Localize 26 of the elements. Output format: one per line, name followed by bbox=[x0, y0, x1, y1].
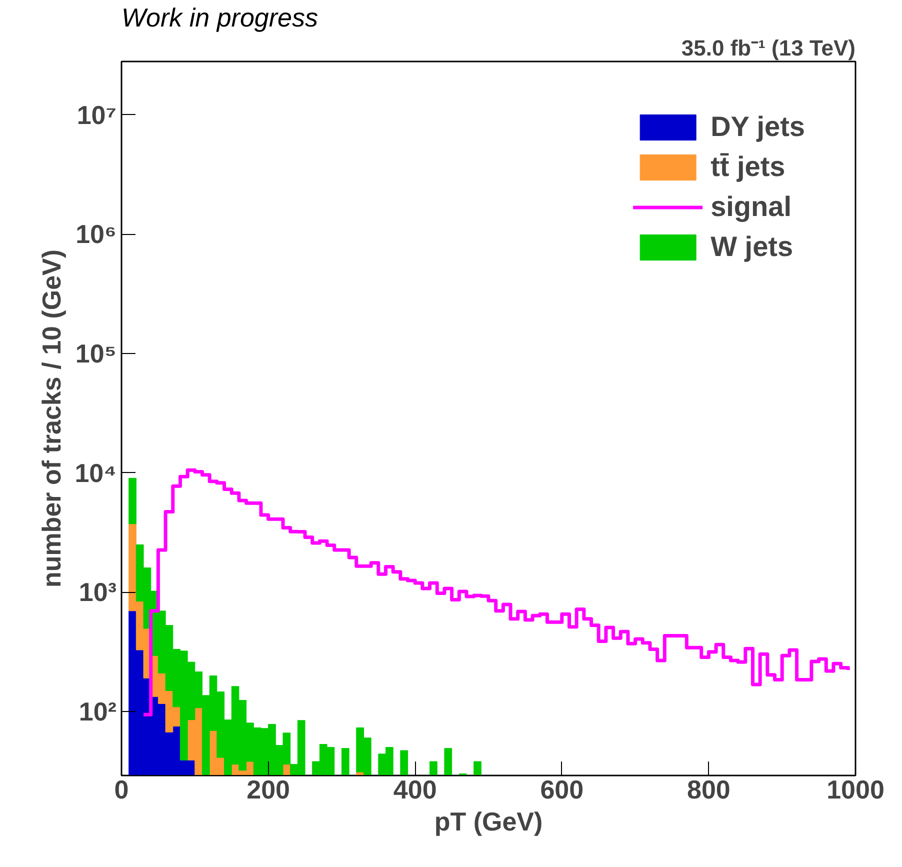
y-tick-label: 10⁴ bbox=[74, 458, 116, 488]
legend-label: signal bbox=[710, 191, 792, 223]
x-tick-label: 400 bbox=[393, 774, 437, 804]
bar bbox=[400, 750, 408, 776]
legend-label: tt̄ jets bbox=[710, 151, 786, 183]
y-tick-label: 10⁷ bbox=[76, 100, 117, 130]
bar bbox=[430, 761, 438, 776]
bar bbox=[444, 748, 452, 776]
legend-label: W jets bbox=[710, 231, 794, 263]
legend-label: DY jets bbox=[710, 111, 805, 143]
y-axis-title: number of tracks / 10 (GeV) bbox=[36, 249, 67, 588]
x-tick-label: 200 bbox=[246, 774, 290, 804]
x-tick-label: 800 bbox=[687, 774, 730, 804]
chart-subtitle: 35.0 fb⁻¹ (13 TeV) bbox=[681, 36, 856, 60]
x-tick-label: 0 bbox=[114, 774, 129, 804]
y-tick-label: 10³ bbox=[78, 577, 117, 608]
y-tick-label: 10⁶ bbox=[76, 219, 117, 250]
x-tick-label: 1000 bbox=[826, 774, 884, 804]
bar bbox=[341, 748, 350, 776]
chart-title: Work in progress bbox=[122, 2, 318, 32]
x-axis-title: pT (GeV) bbox=[434, 806, 543, 836]
y-tick-label: 10⁵ bbox=[75, 338, 117, 368]
x-tick-label: 600 bbox=[540, 774, 584, 804]
bar bbox=[474, 761, 482, 776]
y-tick-label: 10² bbox=[78, 696, 117, 726]
bar bbox=[128, 478, 136, 524]
